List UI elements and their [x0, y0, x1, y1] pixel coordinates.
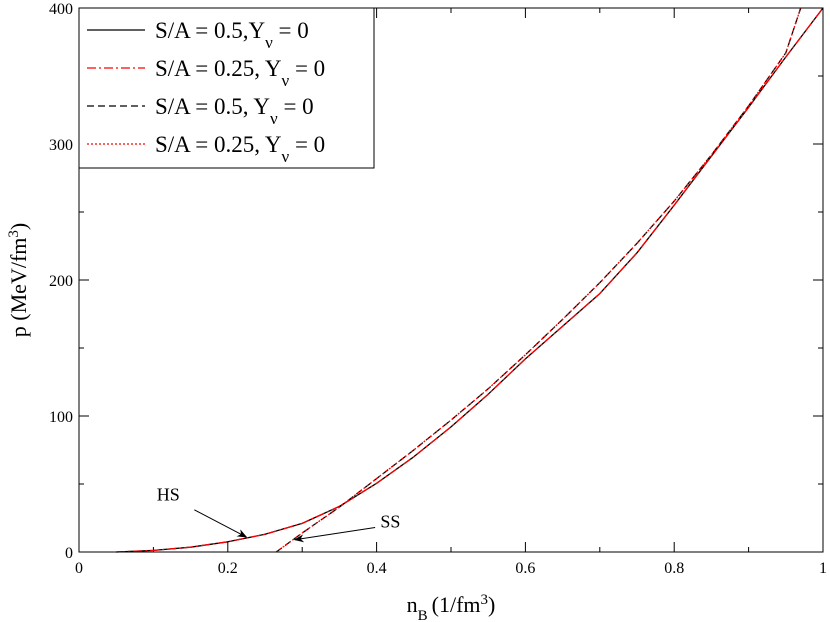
- legend-label-3: S/A = 0.5, Yν = 0: [155, 94, 314, 128]
- y-tick-label: 400: [49, 1, 73, 18]
- y-tick-label: 100: [49, 409, 73, 426]
- y-tick-label: 0: [65, 545, 73, 562]
- annotation-label: HS: [157, 484, 180, 504]
- x-tick-label: 0.8: [664, 560, 684, 577]
- legend-box: [78, 7, 375, 169]
- x-tick-label: 0.2: [218, 560, 238, 577]
- legend-label-4: S/A = 0.25, Yν = 0: [155, 132, 325, 166]
- y-tick-label: 300: [49, 137, 73, 154]
- x-tick-label: 0: [75, 560, 83, 577]
- y-tick-label: 200: [49, 273, 73, 290]
- x-tick-label: 1: [819, 560, 827, 577]
- annotation-arrow: [194, 509, 248, 538]
- legend: S/A = 0.5,Yν = 0 S/A = 0.25, Yν = 0 S/A = …: [78, 7, 375, 169]
- series-line-4: [275, 7, 802, 553]
- plot-frame: [78, 7, 824, 553]
- y-axis-label: p (MeV/fm3): [6, 223, 31, 337]
- legend-label-1: S/A = 0.5,Yν = 0: [155, 18, 309, 52]
- legend-label-2: S/A = 0.25, Yν = 0: [155, 56, 325, 90]
- annotation-arrow: [293, 527, 376, 543]
- x-tick-label: 0.4: [367, 560, 387, 577]
- series-line-2: [116, 7, 824, 553]
- annotation-label: SS: [380, 512, 400, 532]
- x-tick-label: 0.6: [515, 560, 535, 577]
- x-axis-label: nB (1/fm3): [407, 592, 496, 622]
